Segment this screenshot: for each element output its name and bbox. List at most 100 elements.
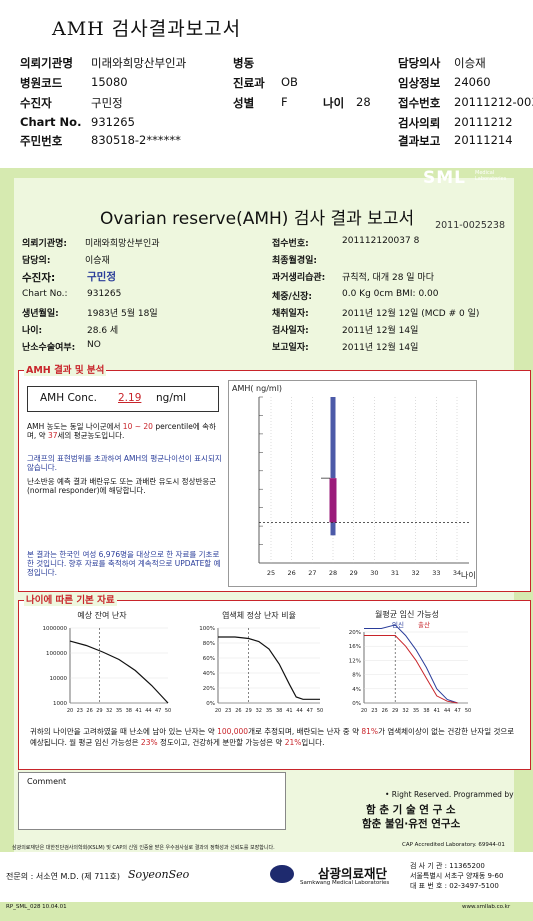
section-title: 나이에 따른 기본 자료	[24, 592, 117, 606]
x-tick-label: 50	[465, 708, 471, 714]
info-label: 수진자:	[22, 272, 56, 284]
chart-title: 월평균 임신 가능성	[375, 609, 439, 619]
info-value: 931265	[87, 289, 122, 299]
header-label: 주민번호	[20, 134, 63, 148]
info-label: 담당의:	[22, 256, 51, 266]
info-label: Chart No.:	[22, 289, 68, 299]
x-tick-label: 32	[256, 708, 262, 714]
header-label: 임상정보	[398, 76, 441, 90]
x-tick-label: 33	[432, 569, 440, 577]
x-tick-label: 23	[77, 708, 83, 714]
x-tick-label: 26	[86, 708, 92, 714]
header-title: AMH 검사결과보고서	[52, 18, 242, 40]
para1-c: 세의 평균농도입니다.	[57, 431, 125, 440]
info-label: 체중/신장:	[272, 292, 313, 302]
x-tick-label: 28	[329, 569, 337, 577]
y-tick-label: 0%	[206, 701, 215, 707]
x-tick-label: 29	[245, 708, 251, 714]
para1-a: AMH 농도는 동일 나이군에서	[27, 422, 121, 431]
note-text: 정도이고,	[159, 738, 190, 747]
header-value: 미래와희망산부인과	[91, 56, 187, 70]
legend-birth: 출산	[418, 620, 430, 629]
info-label: 채취일자:	[272, 309, 309, 319]
amh-conc-value: 2.19	[118, 392, 142, 404]
range-bar-lower	[330, 522, 336, 536]
info-value: 201112120037 8	[342, 236, 420, 246]
x-tick-label: 41	[135, 708, 141, 714]
report-title: Ovarian reserve(AMH) 검사 결과 보고서	[100, 209, 415, 229]
header-value: 28	[356, 95, 371, 109]
note-text: 개로 추정되며, 배란되는 난자 중	[248, 727, 350, 736]
x-tick-label: 34	[453, 569, 461, 577]
info-value: 미래와희망산부인과	[85, 239, 160, 249]
pregnancy-svg: 월평균 임신 가능성 임신 출산 20 23 26 29 32 35 38 41 44 47 50 2…	[349, 609, 471, 714]
note-text: 약	[352, 727, 359, 736]
footer-band	[0, 852, 533, 902]
header-label: Chart No.	[20, 115, 82, 129]
foundation-name: 삼광의료재단	[318, 866, 388, 881]
sml-logo: SML	[423, 168, 466, 188]
header-value: OB	[281, 75, 298, 89]
comment-label: Comment	[27, 777, 67, 786]
info-label: 난소수술여부:	[22, 343, 76, 353]
iqr-box	[329, 478, 337, 523]
y-tick-label: 20%	[349, 630, 361, 636]
org-name-1: 함 춘 기 술 연 구 소	[366, 804, 456, 816]
section-title: AMH 결과 및 분석	[24, 362, 107, 376]
amh-chart-svg: AMH( ng/ml) 나이 25 26 27 28 29 30 31 32 33 34	[232, 384, 476, 580]
header-label: 성별	[233, 96, 255, 110]
y-tick-label: 1000	[53, 701, 67, 707]
x-tick-label: 38	[276, 708, 282, 714]
info-value: 규칙적, 대개 28 일 마다	[342, 273, 434, 283]
x-tick-label: 32	[106, 708, 112, 714]
x-tick-label: 35	[413, 708, 419, 714]
header-value: 20111212	[454, 115, 513, 129]
x-tick-label: 38	[126, 708, 132, 714]
chart-title: 염색체 정상 난자 비율	[222, 610, 296, 620]
header-label: 접수번호	[398, 96, 441, 110]
amh-chart: AMH( ng/ml) 나이 25 26 27 28 29 30 31 32 33 34	[228, 380, 477, 587]
para1-b: percentile에 속하며, 약	[27, 422, 216, 440]
x-tick-label: 47	[307, 708, 313, 714]
amh-conc-label: AMH Conc.	[40, 392, 97, 404]
header-value: 20111214	[454, 133, 513, 147]
x-tick-label: 23	[225, 708, 231, 714]
normal-ratio-line	[218, 636, 320, 700]
x-tick-label: 32	[402, 708, 408, 714]
x-tick-label: 50	[165, 708, 171, 714]
x-tick-label: 30	[370, 569, 378, 577]
info-value: 1983년 5월 18일	[87, 309, 158, 319]
x-tick-label: 44	[145, 708, 151, 714]
form-number: RP_SML_028 10.04.01	[6, 904, 67, 910]
info-label: 과거생리습관:	[272, 273, 326, 283]
foundation-logo-icon	[270, 865, 294, 883]
x-tick-label: 47	[454, 708, 460, 714]
normal-egg-ratio-chart: 염색체 정상 난자 비율 20 23 26 29 32 35 38 41 44 47 50 100% 8…	[192, 608, 327, 720]
note-birth: 21%	[284, 738, 302, 747]
data-basis-note: 본 결과는 한국인 여성 6,976명을 대상으로 한 자료를 기초로 한 것입…	[27, 550, 221, 577]
note-text: 귀하의 나이만을 고려하였을 때 난소에 남아 있는 난자는 약	[30, 727, 215, 736]
website: www.smllab.co.kr	[462, 904, 511, 910]
remaining-eggs-svg: 예상 잔여 난자 20 23 26 29 32 35 38 41 44 47 50 1000000 10…	[43, 610, 172, 714]
y-tick-label: 12%	[349, 658, 361, 664]
legend-pregnancy: 임신	[392, 620, 404, 629]
header-value: 931265	[91, 115, 135, 129]
note-text: 건강하게 분만할 가능성은 약	[192, 738, 283, 747]
y-tick-label: 10000	[50, 676, 68, 682]
y-tick-label: 40%	[203, 671, 215, 677]
graph-range-note: 그래프의 표현범위를 초과하여 AMH의 평균나이선이 표시되지 않습니다.	[27, 454, 222, 472]
range-bar-upper	[330, 397, 336, 479]
info-value: 2011년 12월 14일	[342, 326, 419, 336]
y-tick-label: 100000	[46, 651, 67, 657]
amh-conc-unit: ng/ml	[156, 392, 187, 404]
cap-text: CAP Accredited Laboratory. 69944-01	[402, 842, 505, 848]
note-pct: 81%	[361, 727, 379, 736]
rights-text: • Right Reserved. Programmed by	[385, 790, 514, 799]
info-label: 검사일자:	[272, 326, 309, 336]
info-value: 이승재	[85, 256, 110, 266]
doctor-name: 전문의 : 서소연 M.D. (제 711호)	[6, 872, 120, 881]
x-tick-label: 23	[371, 708, 377, 714]
header-label: 담당의사	[398, 56, 441, 70]
header-label: 검사의뢰	[398, 116, 441, 130]
y-tick-label: 100%	[199, 626, 215, 632]
